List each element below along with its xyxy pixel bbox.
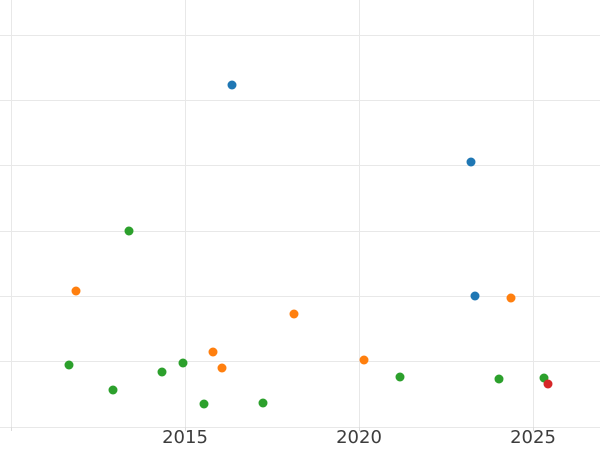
- vertical-gridline: [532, 0, 534, 427]
- scatter-point-green: [494, 374, 504, 384]
- scatter-point-green: [124, 226, 134, 236]
- horizontal-gridline: [0, 230, 600, 232]
- scatter-point-orange: [289, 309, 299, 319]
- x-axis-tick-mark: [10, 427, 12, 431]
- scatter-point-green: [258, 398, 268, 408]
- scatter-point-green: [395, 372, 405, 382]
- scatter-point-red: [543, 379, 553, 389]
- scatter-point-blue: [470, 291, 480, 301]
- horizontal-gridline: [0, 426, 600, 428]
- scatter-point-orange: [359, 355, 369, 365]
- x-axis-tick-mark: [532, 427, 534, 431]
- x-tick-label: 2025: [510, 427, 556, 448]
- horizontal-gridline: [0, 361, 600, 363]
- vertical-gridline: [358, 0, 360, 427]
- horizontal-gridline: [0, 295, 600, 297]
- horizontal-gridline: [0, 34, 600, 36]
- horizontal-gridline: [0, 99, 600, 101]
- scatter-point-orange: [506, 293, 516, 303]
- x-axis-tick-mark: [358, 427, 360, 431]
- scatter-point-blue: [466, 157, 476, 167]
- horizontal-gridline: [0, 165, 600, 167]
- scatter-point-green: [108, 385, 118, 395]
- scatter-point-green: [539, 373, 549, 383]
- scatter-point-green: [199, 399, 209, 409]
- scatter-point-green: [178, 358, 188, 368]
- scatter-point-green: [64, 360, 74, 370]
- x-tick-label: 2015: [162, 427, 208, 448]
- scatter-point-orange: [71, 286, 81, 296]
- vertical-gridline: [10, 0, 12, 427]
- scatter-point-orange: [208, 347, 218, 357]
- scatter-point-green: [157, 367, 167, 377]
- scatter-point-blue: [227, 80, 237, 90]
- x-tick-label: 2020: [336, 427, 382, 448]
- scatter-point-orange: [217, 363, 227, 373]
- x-axis-tick-mark: [184, 427, 186, 431]
- vertical-gridline: [184, 0, 186, 427]
